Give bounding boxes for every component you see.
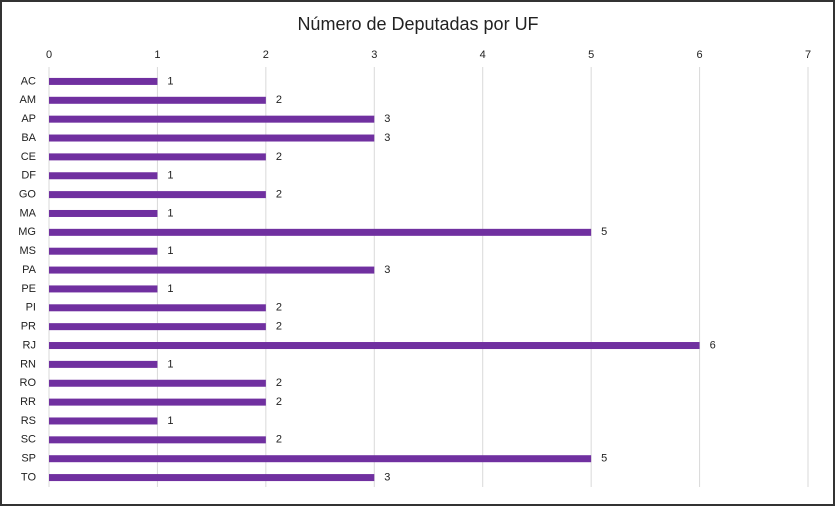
- y-tick-label: PA: [22, 264, 37, 276]
- bar: [49, 379, 266, 387]
- bar: [49, 436, 266, 444]
- y-tick-label: MA: [20, 207, 37, 219]
- y-tick-label: RR: [20, 396, 36, 408]
- y-tick-label: AP: [21, 113, 36, 125]
- bar: [49, 134, 375, 142]
- y-tick-label: SP: [21, 453, 36, 465]
- data-label: 2: [276, 94, 282, 106]
- bar: [49, 266, 375, 274]
- x-tick-label: 1: [154, 49, 160, 61]
- data-label: 2: [276, 321, 282, 333]
- y-tick-label: SC: [21, 434, 36, 446]
- y-tick-label: MG: [18, 226, 36, 238]
- data-label: 2: [276, 377, 282, 389]
- data-label: 1: [167, 207, 173, 219]
- y-tick-label: RS: [21, 415, 36, 427]
- bar: [49, 77, 158, 85]
- chart-title: Número de Deputadas por UF: [297, 14, 538, 34]
- x-tick-label: 5: [588, 49, 594, 61]
- data-label: 3: [384, 471, 390, 483]
- y-tick-label: GO: [19, 189, 37, 201]
- bar: [49, 323, 266, 331]
- x-tick-label: 7: [805, 49, 811, 61]
- y-tick-label: AC: [21, 75, 36, 87]
- y-tick-label: BA: [21, 132, 36, 144]
- data-label: 5: [601, 453, 607, 465]
- data-label: 3: [384, 264, 390, 276]
- x-tick-label: 4: [480, 49, 486, 61]
- bar: [49, 209, 158, 217]
- bar: [49, 417, 158, 425]
- y-tick-label: PE: [21, 283, 36, 295]
- data-label: 2: [276, 434, 282, 446]
- data-label: 1: [167, 75, 173, 87]
- y-tick-label: PR: [21, 321, 36, 333]
- y-tick-label: RN: [20, 358, 36, 370]
- y-tick-label: MS: [20, 245, 37, 257]
- data-label: 2: [276, 302, 282, 314]
- bar: [49, 96, 266, 104]
- data-label: 3: [384, 113, 390, 125]
- bar: [49, 115, 375, 123]
- x-tick-label: 3: [371, 49, 377, 61]
- bar: [49, 172, 158, 180]
- data-label: 1: [167, 358, 173, 370]
- data-label: 6: [710, 339, 716, 351]
- y-tick-label: PI: [26, 302, 36, 314]
- bar: [49, 398, 266, 406]
- data-label: 3: [384, 132, 390, 144]
- y-tick-label: TO: [21, 471, 37, 483]
- y-tick-label: RO: [20, 377, 37, 389]
- y-tick-label: RJ: [23, 339, 36, 351]
- data-label: 2: [276, 396, 282, 408]
- bar: [49, 285, 158, 293]
- y-tick-label: AM: [20, 94, 37, 106]
- bar: [49, 304, 266, 312]
- bar: [49, 228, 592, 236]
- bar: [49, 474, 375, 482]
- bar: [49, 153, 266, 161]
- bar: [49, 455, 592, 463]
- x-tick-label: 6: [697, 49, 703, 61]
- data-label: 2: [276, 151, 282, 163]
- y-tick-label: DF: [21, 170, 36, 182]
- x-tick-label: 0: [46, 49, 52, 61]
- bar: [49, 247, 158, 255]
- bar: [49, 360, 158, 368]
- data-label: 5: [601, 226, 607, 238]
- data-label: 1: [167, 283, 173, 295]
- y-tick-label: CE: [21, 151, 36, 163]
- data-label: 1: [167, 415, 173, 427]
- bar: [49, 191, 266, 199]
- data-label: 1: [167, 170, 173, 182]
- x-tick-label: 2: [263, 49, 269, 61]
- data-label: 2: [276, 189, 282, 201]
- bar: [49, 342, 700, 350]
- data-label: 1: [167, 245, 173, 257]
